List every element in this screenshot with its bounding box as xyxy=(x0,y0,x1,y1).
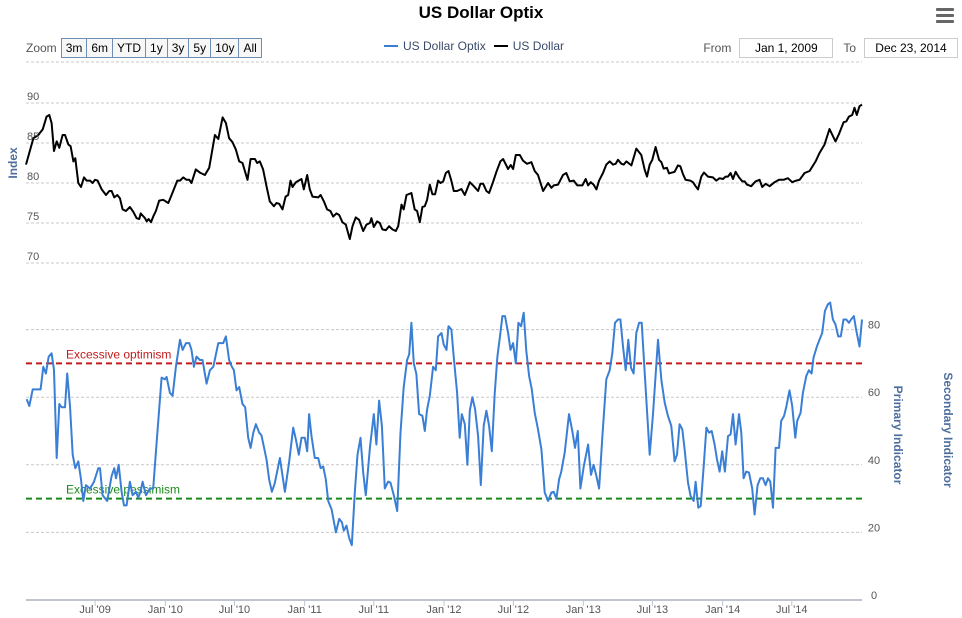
secondary-y-axis-title: Secondary Indicator xyxy=(941,372,955,488)
y-tick-label-bottom: 60 xyxy=(868,387,880,399)
x-tick-label: Jul '13 xyxy=(637,604,668,616)
zoom-5y-button[interactable]: 5y xyxy=(189,39,212,57)
y-tick-label-top: 90 xyxy=(27,91,39,103)
zoom-1y-button[interactable]: 1y xyxy=(146,39,168,57)
from-label: From xyxy=(703,41,732,55)
zoom-label: Zoom xyxy=(26,41,57,55)
x-tick-label: Jan '14 xyxy=(705,604,740,616)
zoom-all-button[interactable]: All xyxy=(239,39,261,57)
zoom-selector: Zoom 3m 6m YTD 1y 3y 5y 10y All xyxy=(26,38,262,58)
y-tick-label-top: 80 xyxy=(27,171,39,183)
zoom-ytd-button[interactable]: YTD xyxy=(113,39,147,57)
legend: US Dollar Optix US Dollar xyxy=(384,39,572,53)
x-tick-label: Jan '13 xyxy=(566,604,601,616)
zoom-6m-button[interactable]: 6m xyxy=(87,39,114,57)
legend-label-optix: US Dollar Optix xyxy=(403,39,486,53)
x-tick-label: Jul '11 xyxy=(358,604,389,616)
chart-title: US Dollar Optix xyxy=(418,3,544,22)
x-tick-label: Jan '10 xyxy=(148,604,183,616)
us-dollar-line xyxy=(25,103,863,240)
zoom-3m-button[interactable]: 3m xyxy=(61,39,88,57)
us-dollar-optix-line xyxy=(25,301,863,547)
zoom-3y-button[interactable]: 3y xyxy=(167,39,190,57)
legend-swatch-optix xyxy=(384,45,398,47)
pessimism-label: Excessive pessimism xyxy=(66,483,180,497)
legend-item-optix[interactable]: US Dollar Optix xyxy=(384,39,486,53)
to-label: To xyxy=(843,41,856,55)
x-tick-label: Jul '10 xyxy=(219,604,250,616)
x-tick-label: Jan '11 xyxy=(288,604,322,616)
optimism-label: Excessive optimism xyxy=(66,347,171,361)
y-tick-label-top: 75 xyxy=(27,211,39,223)
x-tick-label: Jul '09 xyxy=(79,604,110,616)
legend-label-usd: US Dollar xyxy=(512,39,565,53)
x-tick-label: Jul '12 xyxy=(498,604,529,616)
hamburger-icon[interactable] xyxy=(936,8,954,26)
y-tick-label-bottom: 0 xyxy=(871,590,877,602)
y-tick-label-bottom: 20 xyxy=(868,522,880,534)
legend-item-usd[interactable]: US Dollar xyxy=(493,39,565,53)
date-range: From Jan 1, 2009 To Dec 23, 2014 xyxy=(703,38,958,58)
top-y-axis-title: Index xyxy=(6,147,20,179)
y-tick-label-bottom: 40 xyxy=(868,455,880,467)
from-date-input[interactable]: Jan 1, 2009 xyxy=(739,38,834,58)
y-tick-label-top: 70 xyxy=(27,251,39,263)
y-tick-label-bottom: 80 xyxy=(868,320,880,332)
x-tick-label: Jul '14 xyxy=(776,604,807,616)
primary-y-axis-title: Primary Indicator xyxy=(891,386,905,485)
y-tick-label-top: 85 xyxy=(27,131,39,143)
zoom-10y-button[interactable]: 10y xyxy=(211,39,240,57)
x-tick-label: Jan '12 xyxy=(426,604,461,616)
legend-swatch-usd xyxy=(493,45,508,47)
to-date-input[interactable]: Dec 23, 2014 xyxy=(864,38,958,58)
